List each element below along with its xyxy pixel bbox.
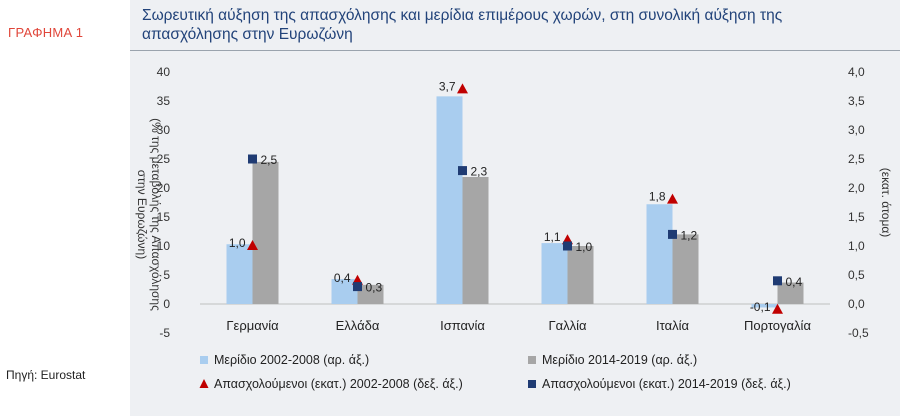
- y-left-tick-label: 30: [157, 123, 171, 137]
- y-right-tick-label: 0,5: [848, 268, 865, 282]
- y-right-tick-label: 2,5: [848, 152, 865, 166]
- bar: [777, 282, 804, 304]
- marker-square: [248, 154, 257, 164]
- legend-swatch: [199, 379, 209, 388]
- y-right-tick-label: 3,0: [848, 123, 865, 137]
- legend-label: Μερίδιο 2002-2008 (αρ. άξ.): [214, 353, 369, 367]
- data-label: 0,4: [786, 275, 803, 289]
- chart-svg: -5 0 5 10 15 20 25 30 35 40 -0,5 0,0 0,5 1,0 1,5 2,0 2,5…: [135, 65, 893, 391]
- legend-label: Μερίδιο 2014-2019 (αρ. άξ.): [542, 353, 697, 367]
- y-left-tick-label: 15: [157, 210, 171, 224]
- marker-triangle: [247, 240, 258, 250]
- y-right-tick-label: 4,0: [848, 65, 865, 79]
- bar: [252, 161, 279, 304]
- y-right-tick-label: 1,0: [848, 239, 865, 253]
- marker-square: [773, 276, 782, 286]
- y-left-tick-label: 25: [157, 152, 171, 166]
- marker-triangle: [667, 193, 678, 204]
- bar: [751, 304, 778, 308]
- figure-label: ΓΡΑΦΗΜΑ 1: [8, 25, 84, 40]
- y-left-tick-label: 40: [157, 65, 171, 79]
- bar: [541, 243, 568, 304]
- x-tick-label: Ελλάδα: [336, 318, 380, 333]
- x-tick-label: Πορτογαλία: [744, 318, 811, 333]
- data-label: -0,1: [750, 300, 771, 314]
- data-label: 1,0: [229, 236, 246, 250]
- y-left-tick-label: 5: [163, 268, 170, 282]
- y-left-tick-label: 0: [163, 297, 170, 311]
- y-left-axis-title: (% της μεταβολής της Απασχόλησης: [149, 118, 163, 311]
- left-column: ΓΡΑΦΗΜΑ 1 Πηγή: Eurostat: [0, 0, 130, 416]
- legend-swatch: [528, 380, 536, 388]
- y-left-tick-label: -5: [159, 326, 170, 340]
- source-note: Πηγή: Eurostat: [6, 368, 86, 382]
- x-tick-label: Ιταλία: [656, 318, 689, 333]
- bar: [567, 246, 594, 304]
- y-right-tick-label: 3,5: [848, 94, 865, 108]
- y-right-tick-label: 1,5: [848, 210, 865, 224]
- title-divider: [130, 50, 900, 51]
- data-label: 1,0: [576, 240, 593, 254]
- bar: [226, 244, 253, 304]
- bar: [462, 176, 489, 304]
- data-label: 1,8: [649, 190, 666, 204]
- y-left-tick-label: 20: [157, 181, 171, 195]
- x-tick-label: Γαλλία: [548, 318, 587, 333]
- marker-square: [668, 229, 677, 239]
- y-left-tick-label: 35: [157, 94, 171, 108]
- marker-triangle: [772, 303, 783, 314]
- data-label: 0,3: [366, 281, 383, 295]
- data-label: 0,4: [334, 271, 351, 285]
- data-label: 2,5: [261, 153, 278, 167]
- legend-label: Απασχολούμενοι (εκατ.) 2002-2008 (δεξ. ά…: [214, 377, 463, 391]
- y-right-tick-label: 0,0: [848, 297, 865, 311]
- bar: [436, 96, 463, 304]
- data-label: 2,3: [471, 165, 488, 179]
- marker-triangle: [457, 83, 468, 94]
- bar: [646, 204, 673, 304]
- chart-title: Σωρευτική αύξηση της απασχόλησης και μερ…: [142, 7, 783, 43]
- data-label: 1,1: [544, 230, 561, 244]
- y-left-tick-label: 10: [157, 239, 171, 253]
- marker-square: [458, 166, 467, 176]
- bar: [357, 284, 384, 304]
- legend-swatch: [200, 356, 208, 364]
- data-label: 1,2: [681, 228, 698, 242]
- y-right-axis-title: (εκατ. άτομα): [879, 168, 893, 238]
- y-right-tick-label: 2,0: [848, 181, 865, 195]
- marker-square: [353, 282, 362, 292]
- y-right-tick-label: -0,5: [848, 326, 869, 340]
- marker-square: [563, 241, 572, 251]
- y-left-axis-title-line2: στην Ευρωζώνη): [135, 170, 149, 259]
- data-label: 3,7: [439, 79, 456, 93]
- bar: [672, 234, 699, 304]
- x-tick-label: Ισπανία: [440, 318, 485, 333]
- chart-panel: Σωρευτική αύξηση της απασχόλησης και μερ…: [130, 0, 900, 416]
- legend-label: Απασχολούμενοι (εκατ.) 2014-2019 (δεξ. ά…: [542, 377, 791, 391]
- x-tick-label: Γερμανία: [226, 318, 279, 333]
- legend-swatch: [528, 356, 536, 364]
